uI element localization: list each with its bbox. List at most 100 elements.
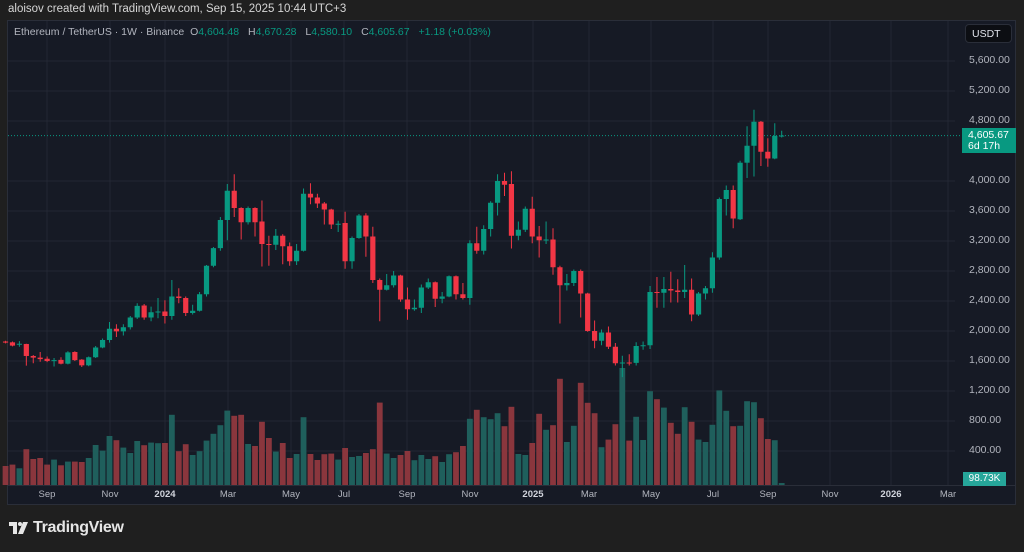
volume-bar [37,458,44,485]
last-price-label: 4,605.67 6d 17h [962,128,1016,153]
candle-body [716,199,722,258]
volume-bar [300,417,307,485]
volume-bar [175,451,182,485]
volume-bar [688,421,695,485]
volume-bar [162,443,168,485]
candle-body [737,162,743,220]
candle-body [280,235,286,247]
ohlc-legend: Ethereum / TetherUS · 1W · Binance O4,60… [14,26,497,38]
candle-body [30,355,36,358]
time-tick-label: Nov [821,489,839,500]
volume-bar [550,425,556,485]
volume-bar [293,454,300,485]
volume-bar [44,464,51,485]
time-tick-label: 2025 [522,489,544,500]
last-volume-label: 98.73K [963,472,1006,486]
volume-bar [252,446,258,485]
volume-bar [78,462,85,485]
volume-bar [390,458,397,485]
candle-body [210,248,217,266]
time-tick-label: Mar [939,489,957,500]
volume-bar [619,368,626,485]
volume-bar [203,440,210,485]
volume-bar [515,454,522,485]
volume-bar [536,413,543,485]
volume-bar [245,444,251,485]
volume-bar [383,453,390,485]
price-tick-label: 1,600.00 [969,354,1010,366]
candle-body [626,362,632,364]
candle-body [370,236,376,280]
candle-body [661,289,667,293]
symbol-title[interactable]: Ethereum / TetherUS · 1W · Binance [14,26,185,38]
currency-button[interactable]: USDT [965,24,1012,43]
tradingview-logo[interactable]: TradingView [9,519,124,537]
last-price-value: 4,605.67 [968,129,1009,141]
volume-bar [342,448,349,485]
volume-bar [577,382,584,485]
candle-body [134,305,140,318]
logo-text: TradingView [33,519,124,536]
candle-body [564,283,570,286]
volume-bar [71,461,78,485]
candle-body [58,359,64,364]
open-value: 4,604.48 [198,26,240,38]
candle-body [605,332,612,347]
volume-bar [404,451,411,485]
volume-bar [751,402,757,485]
volume-bar [508,406,515,485]
volume-bar [356,456,362,485]
volume-bar [286,458,293,485]
volume-bar [231,415,238,485]
candle-body [238,208,244,223]
volume-bar [113,440,120,485]
close-label: C [361,26,369,38]
candle-body [515,229,521,236]
volume-bar [633,416,640,485]
candle-body [300,193,307,251]
candle-body [93,347,99,358]
candle-body [474,243,480,251]
candle-body [453,276,459,295]
candle-body [411,307,418,310]
volume-bar [460,446,466,485]
candle-body [86,357,92,366]
candle-body [543,239,549,241]
time-tick-label: Mar [580,489,598,500]
volume-bar [591,413,598,485]
candle-body [695,293,702,315]
volume-bar [557,378,563,485]
time-tick-label: Jul [706,489,720,500]
candle-body [44,358,50,361]
volume-bar [473,409,480,485]
candle-body [217,220,223,249]
candle-body [72,352,78,361]
time-tick-label: Sep [398,489,416,500]
volume-bar [674,433,681,485]
volume-bar [563,442,570,485]
candle-body [730,190,736,219]
volume-bar [584,402,591,485]
volume-bar [439,462,446,485]
candle-body [578,271,584,294]
candle-body [266,244,272,245]
candle-body [571,271,577,283]
time-tick-label: May [642,489,660,500]
low-value: 4,580.10 [311,26,353,38]
candle-body [162,311,168,316]
volume-bar [307,454,314,485]
volume-bar [654,399,660,485]
candle-body [155,311,161,313]
candle-body [224,190,230,220]
candle-body [328,209,334,225]
candle-body [612,346,618,364]
volume-bar [758,418,764,485]
candle-body [196,294,203,311]
candle-body [598,332,605,341]
candle-body [682,289,688,292]
volume-bar [363,453,369,485]
candle-body [709,257,715,289]
candle-body [723,190,729,199]
volume-bar [730,426,737,485]
